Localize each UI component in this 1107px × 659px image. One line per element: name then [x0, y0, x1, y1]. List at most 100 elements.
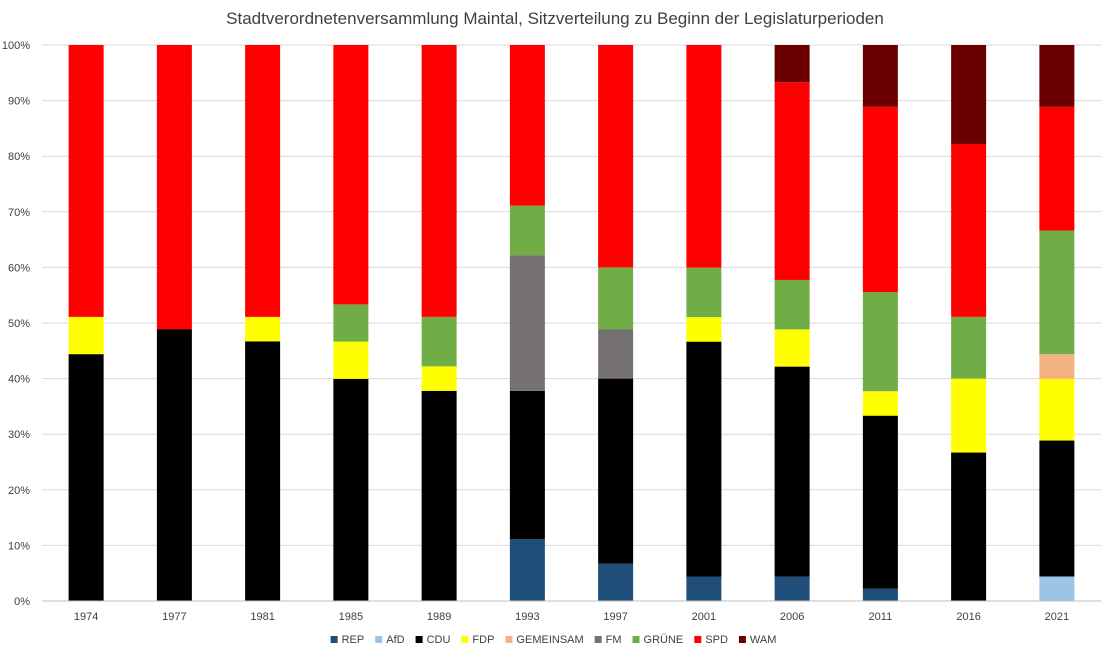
bar-segment-rep-2006: [774, 576, 810, 601]
legend-label-grüne: GRÜNE: [644, 634, 684, 646]
bar-segment-cdu-1997: [598, 378, 634, 564]
bar-segment-fm-1997: [598, 329, 634, 379]
legend-swatch-afd: [375, 636, 383, 643]
bar-segment-spd-1997: [598, 45, 634, 268]
x-tick-label: 1974: [74, 611, 98, 623]
bar-segment-grüne-2016: [951, 316, 987, 379]
x-tick-label: 2006: [780, 611, 804, 623]
legend-swatch-grüne: [632, 636, 640, 643]
legend-label-afd: AfD: [386, 634, 404, 646]
x-tick-label: 1989: [427, 611, 451, 623]
bar-segment-fdp-1974: [68, 316, 104, 355]
bar-segment-wam-2011: [862, 45, 898, 107]
bar-segment-grüne-2001: [686, 267, 722, 318]
bar-segment-cdu-1989: [421, 390, 457, 601]
legend-label-rep: REP: [342, 634, 365, 646]
bar-segment-grüne-1989: [421, 316, 457, 367]
bar-segment-rep-2011: [862, 588, 898, 601]
bar-segment-spd-2016: [951, 143, 987, 317]
bar-segment-wam-2016: [951, 45, 987, 144]
bar-segment-wam-2006: [774, 45, 810, 83]
bar-segment-fdp-1989: [421, 366, 457, 391]
y-tick-label: 20%: [8, 485, 30, 497]
bar-segment-cdu-1977: [156, 329, 192, 601]
bar-segment-grüne-1993: [509, 205, 545, 256]
x-tick-label: 1993: [515, 611, 539, 623]
legend-swatch-fdp: [461, 636, 469, 643]
bar-segment-spd-1989: [421, 45, 457, 317]
bar-segment-spd-2001: [686, 45, 722, 268]
bar-segment-rep-1993: [509, 539, 545, 601]
bar-segment-cdu-1974: [68, 354, 104, 601]
bar-segment-spd-1981: [245, 45, 281, 317]
bar-segment-fdp-2006: [774, 329, 810, 367]
y-tick-label: 0%: [14, 596, 30, 608]
y-tick-label: 40%: [8, 374, 30, 386]
bar-segment-spd-1993: [509, 45, 545, 206]
bar-segment-spd-2011: [862, 106, 898, 293]
bar-segment-fdp-2001: [686, 317, 722, 342]
legend-swatch-wam: [738, 636, 746, 643]
axes: 0% 10% 20% 30% 40% 50% 60% 70% 80% 90% 100% 1974 197…: [2, 40, 1101, 623]
bar-segment-cdu-2006: [774, 366, 810, 577]
legend-swatch-gemeinsam: [505, 636, 513, 643]
bar-segment-gemeinsam-2021: [1039, 354, 1075, 379]
bar-segment-spd-1974: [68, 45, 104, 317]
bars: [68, 45, 1075, 601]
bar-segment-spd-2006: [774, 82, 810, 280]
y-tick-label: 60%: [8, 262, 30, 274]
y-tick-label: 100%: [2, 40, 30, 52]
legend: REP AfD CDU FDP GEMEINSAM FM GRÜNE SPD WAM: [330, 634, 776, 646]
y-tick-label: 10%: [8, 540, 30, 552]
bar-segment-spd-1977: [156, 45, 192, 330]
bar-segment-grüne-2006: [774, 279, 810, 330]
bar-segment-fdp-2011: [862, 391, 898, 416]
bar-segment-spd-1985: [333, 45, 369, 305]
x-tick-label: 1977: [162, 611, 186, 623]
x-tick-label: 2001: [692, 611, 716, 623]
x-tick-label: 1997: [603, 611, 627, 623]
chart-title: Stadtverordnetenversammlung Maintal, Sit…: [226, 9, 884, 28]
x-tick-label: 1985: [339, 611, 363, 623]
y-tick-label: 30%: [8, 429, 30, 441]
bar-segment-spd-2021: [1039, 106, 1075, 231]
bar-segment-rep-2001: [686, 576, 722, 601]
bar-segment-wam-2021: [1039, 45, 1075, 107]
x-tick-label: 2021: [1045, 611, 1069, 623]
x-tick-label: 2011: [869, 611, 893, 623]
bar-segment-fm-1993: [509, 255, 545, 391]
bar-segment-cdu-1981: [245, 341, 281, 601]
bar-segment-fdp-2016: [951, 378, 987, 453]
bar-segment-cdu-2016: [951, 452, 987, 601]
bar-segment-grüne-1997: [598, 267, 634, 330]
bar-segment-cdu-1985: [333, 378, 369, 601]
y-tick-label: 80%: [8, 151, 30, 163]
legend-label-fdp: FDP: [472, 634, 494, 646]
legend-swatch-spd: [694, 636, 702, 643]
x-tick-label: 1981: [250, 611, 274, 623]
bar-segment-cdu-2021: [1039, 440, 1075, 577]
legend-label-fm: FM: [606, 634, 622, 646]
bar-segment-grüne-1985: [333, 304, 369, 342]
bar-segment-cdu-2001: [686, 341, 722, 577]
bar-segment-fdp-1981: [245, 316, 281, 342]
legend-label-spd: SPD: [705, 634, 728, 646]
legend-swatch-cdu: [415, 636, 423, 643]
legend-swatch-fm: [594, 636, 602, 643]
y-tick-label: 50%: [8, 318, 30, 330]
bar-segment-grüne-2021: [1039, 230, 1075, 355]
legend-label-cdu: CDU: [427, 634, 451, 646]
bar-segment-cdu-1993: [509, 390, 545, 540]
legend-label-wam: WAM: [750, 634, 776, 646]
y-tick-label: 70%: [8, 207, 30, 219]
bar-segment-grüne-2011: [862, 292, 898, 392]
x-tick-label: 2016: [956, 611, 980, 623]
bar-segment-rep-1997: [598, 563, 634, 601]
legend-label-gemeinsam: GEMEINSAM: [516, 634, 583, 646]
bar-segment-fdp-2021: [1039, 378, 1075, 441]
bar-segment-afd-2021: [1039, 576, 1075, 601]
bar-segment-fdp-1985: [333, 341, 369, 379]
legend-swatch-rep: [330, 636, 338, 643]
gridlines: [42, 44, 1101, 546]
